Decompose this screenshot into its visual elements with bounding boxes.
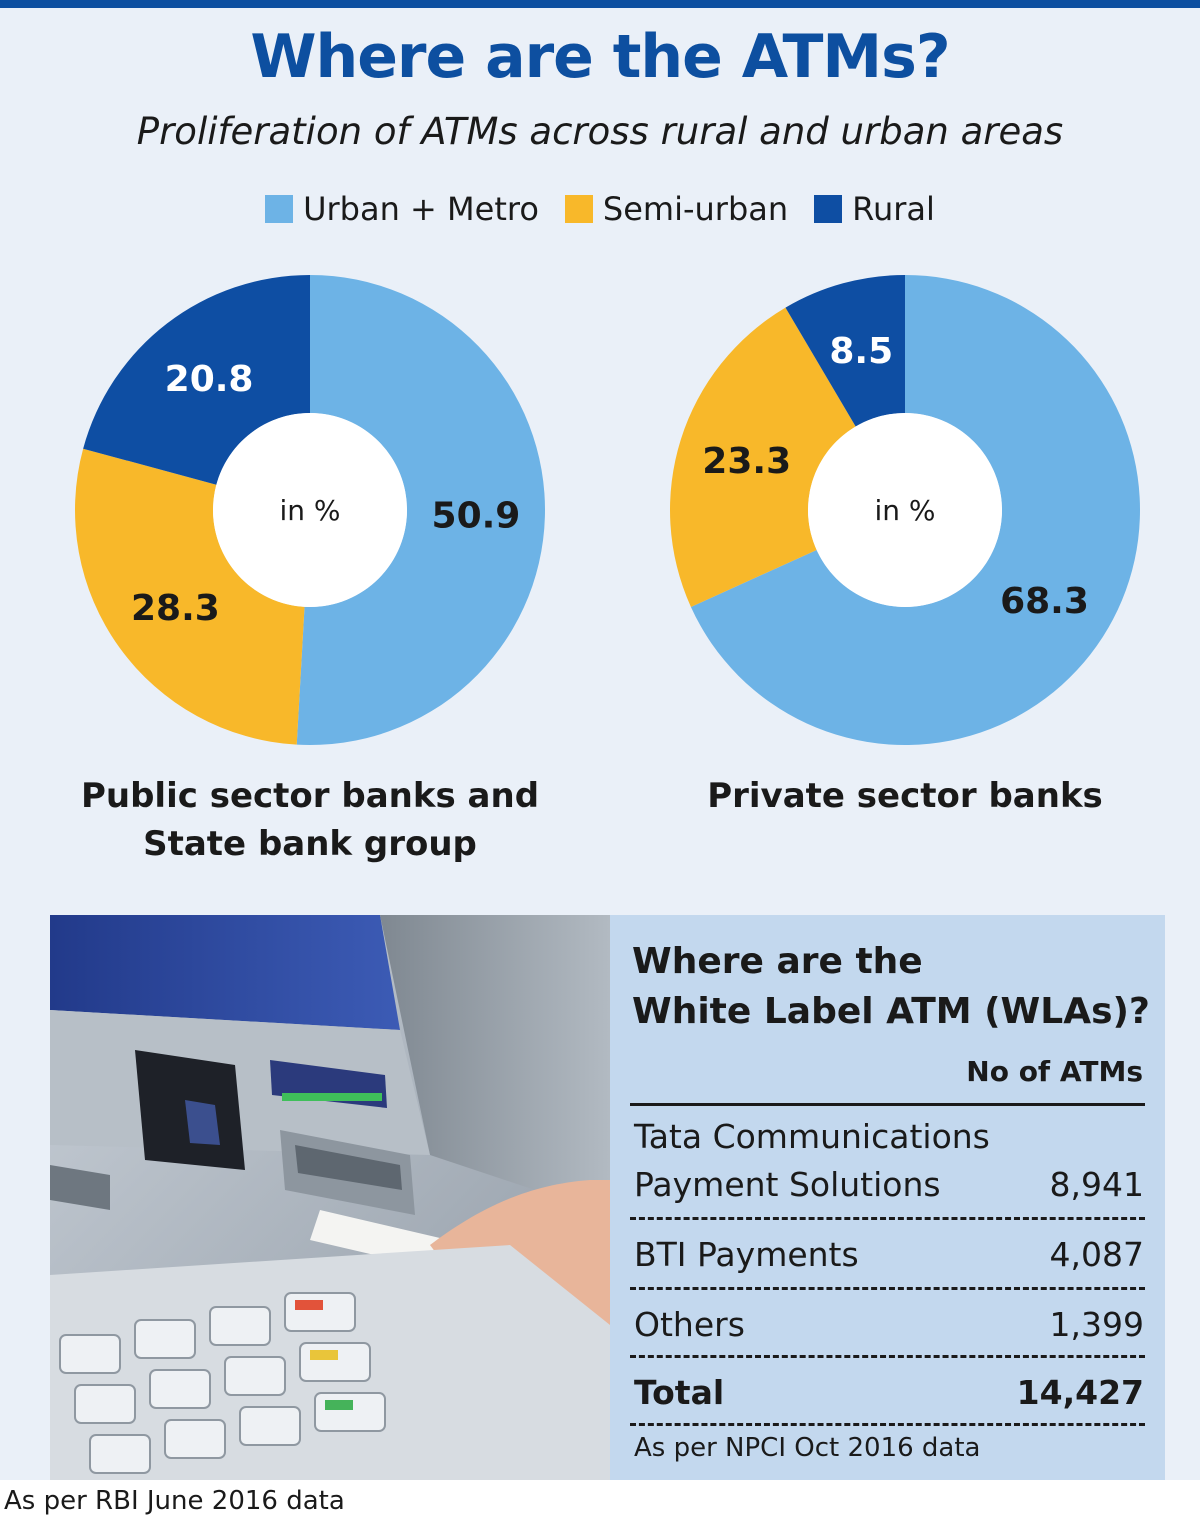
chart-caption-private-sector: Private sector banks: [640, 772, 1170, 820]
table-row-total: Total 14,427: [634, 1361, 1144, 1417]
footnote-source: As per RBI June 2016 data: [4, 1486, 345, 1516]
chart-caption-line: Private sector banks: [707, 776, 1103, 816]
atm-illustration: [50, 915, 610, 1480]
donut-data-label: 23.3: [702, 441, 791, 482]
donut-data-label: 20.8: [165, 359, 254, 400]
donut-center-label: in %: [874, 494, 935, 527]
table-cell-name: Tata Communications Payment Solutions: [634, 1113, 990, 1209]
legend-item-rural: Rural: [814, 190, 935, 228]
donut-hole: [808, 413, 1002, 607]
donut-slice-rural: [83, 275, 310, 485]
donut-slice-rural: [785, 275, 905, 427]
donut-center-label: in %: [279, 494, 340, 527]
donut-data-label: 8.5: [829, 331, 893, 372]
table-cell-value: 14,427: [1016, 1373, 1144, 1412]
table-cell-value: 1,399: [1049, 1305, 1144, 1344]
donut-svg-private-sector: 68.3 23.3 8.5 in %: [670, 275, 1140, 745]
chart-caption-public-sector: Public sector banks and State bank group: [40, 772, 580, 868]
wla-title-line: Where are the: [632, 941, 923, 982]
atm-photo: [50, 915, 610, 1480]
wla-title-line: White Label ATM (WLAs)?: [632, 991, 1150, 1032]
donut-data-label: 28.3: [131, 588, 220, 629]
table-row-divider: [630, 1423, 1145, 1426]
wla-source-note: As per NPCI Oct 2016 data: [634, 1433, 981, 1463]
legend-label-urban-metro: Urban + Metro: [303, 190, 539, 228]
table-cell-name: Others: [634, 1305, 745, 1344]
wla-title: Where are the White Label ATM (WLAs)?: [632, 937, 1152, 1037]
table-row: Tata Communications Payment Solutions 8,…: [634, 1107, 1144, 1209]
legend-swatch-semi-urban: [564, 195, 593, 223]
donut-slice-semi-urban: [670, 307, 856, 607]
wla-table-panel: Where are the White Label ATM (WLAs)? No…: [610, 915, 1165, 1480]
donut-svg-public-sector: 50.9 28.3 20.8 in %: [75, 275, 546, 745]
table-cell-name: BTI Payments: [634, 1235, 859, 1274]
donut-chart-public-sector: 50.9 28.3 20.8 in %: [70, 270, 550, 750]
donut-slice-semi-urban: [75, 448, 305, 745]
legend-item-semi-urban: Semi-urban: [564, 190, 789, 228]
legend: Urban + Metro Semi-urban Rural: [0, 190, 1200, 228]
donut-hole: [213, 413, 407, 607]
top-accent-bar: [0, 0, 1200, 8]
wla-header-rule: [630, 1103, 1145, 1106]
legend-label-rural: Rural: [852, 190, 935, 228]
table-cell-name-line: Tata Communications: [634, 1117, 990, 1156]
page-title: Where are the ATMs?: [250, 22, 950, 92]
legend-swatch-rural: [814, 195, 843, 223]
wla-column-header: No of ATMs: [966, 1055, 1143, 1088]
legend-label-semi-urban: Semi-urban: [602, 190, 789, 228]
donut-slice-urban-metro: [690, 275, 1140, 745]
chart-caption-line: Public sector banks and: [80, 776, 540, 816]
table-row-divider: [630, 1287, 1145, 1290]
table-cell-value: 4,087: [1049, 1235, 1144, 1274]
legend-item-urban-metro: Urban + Metro: [265, 190, 539, 228]
table-row: Others 1,399: [634, 1293, 1144, 1349]
donut-data-label: 50.9: [432, 496, 521, 537]
chart-caption-line: State bank group: [143, 824, 477, 864]
legend-swatch-urban-metro: [265, 195, 294, 223]
table-row-divider: [630, 1217, 1145, 1220]
donut-chart-private-sector: 68.3 23.3 8.5 in %: [665, 270, 1145, 750]
table-row: BTI Payments 4,087: [634, 1223, 1144, 1279]
table-row-divider: [630, 1355, 1145, 1358]
page-subtitle: Proliferation of ATMs across rural and u…: [136, 110, 1064, 153]
donut-slice-urban-metro: [296, 275, 546, 745]
table-cell-name-line: Payment Solutions: [634, 1165, 941, 1204]
table-cell-value: 8,941: [1049, 1165, 1144, 1204]
table-cell-name: Total: [634, 1373, 725, 1412]
donut-data-label: 68.3: [1000, 581, 1089, 622]
